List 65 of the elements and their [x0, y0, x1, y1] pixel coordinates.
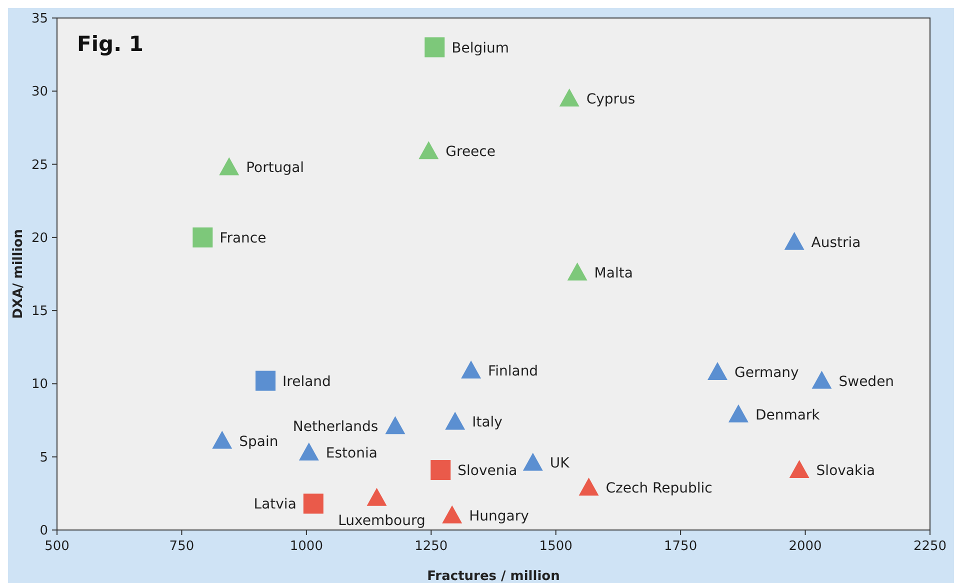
annotation: Finland [488, 364, 538, 380]
x-tick-label: 500 [44, 539, 70, 554]
y-tick-label: 20 [31, 230, 48, 246]
y-tick-label: 10 [31, 377, 48, 392]
annotation: UK [550, 456, 570, 472]
point [784, 232, 804, 250]
point [567, 262, 588, 281]
annotation: Luxembourg [338, 512, 426, 529]
annotation: Belgium [452, 40, 510, 56]
annotation: Germany [734, 365, 799, 382]
annotation: Slovenia [458, 463, 518, 480]
annotation: Latvia [254, 496, 296, 513]
point [559, 88, 580, 106]
point [385, 416, 406, 434]
y-axis-title: DXA/ million [11, 229, 26, 319]
x-tick-label: 2250 [913, 539, 947, 554]
point [707, 362, 728, 380]
point [192, 227, 213, 248]
annotation: Slovakia [816, 463, 876, 480]
annotation: Estonia [326, 445, 378, 462]
point [212, 430, 232, 449]
x-tick-label: 750 [169, 539, 194, 554]
annotation: France [220, 230, 266, 246]
point [578, 478, 599, 496]
point [445, 412, 466, 430]
point [219, 157, 240, 176]
x-tick-label: 2000 [788, 539, 822, 554]
annotation: Sweden [838, 374, 894, 390]
x-tick-label: 1250 [414, 539, 448, 554]
point [430, 460, 451, 480]
y-tick-label: 15 [31, 304, 48, 320]
point [366, 488, 387, 506]
point [461, 360, 482, 379]
annotation: Denmark [755, 407, 821, 424]
text: Fig. 1 [77, 32, 144, 56]
annotation: Spain [239, 434, 278, 450]
point [298, 442, 319, 460]
annotation: Hungary [469, 508, 529, 524]
point [442, 505, 462, 524]
annotation: Italy [472, 414, 502, 431]
y-tick-label: 25 [31, 158, 48, 173]
point [728, 404, 748, 422]
annotation: Portugal [246, 160, 304, 176]
point [812, 370, 832, 389]
point [418, 141, 439, 160]
x-tick-label: 1000 [290, 539, 323, 554]
point [303, 494, 324, 514]
y-tick-label: 30 [31, 84, 48, 100]
x-axis-title: Fractures / million [427, 569, 560, 583]
y-tick-label: 5 [40, 450, 48, 466]
x-tick-label: 1750 [664, 539, 698, 554]
point [424, 37, 445, 58]
point [789, 460, 810, 478]
annotation: Austria [811, 234, 861, 251]
annotation: Ireland [282, 374, 331, 390]
point [522, 452, 543, 471]
annotation: Czech Republic [606, 480, 712, 497]
annotation: Greece [446, 144, 496, 160]
y-tick-label: 0 [40, 524, 48, 538]
x-tick-label: 1500 [539, 539, 572, 554]
annotation: Cyprus [586, 91, 636, 108]
point [256, 370, 276, 391]
annotation: Netherlands [292, 419, 378, 436]
annotation: Malta [594, 266, 633, 282]
y-tick-label: 35 [31, 12, 48, 26]
